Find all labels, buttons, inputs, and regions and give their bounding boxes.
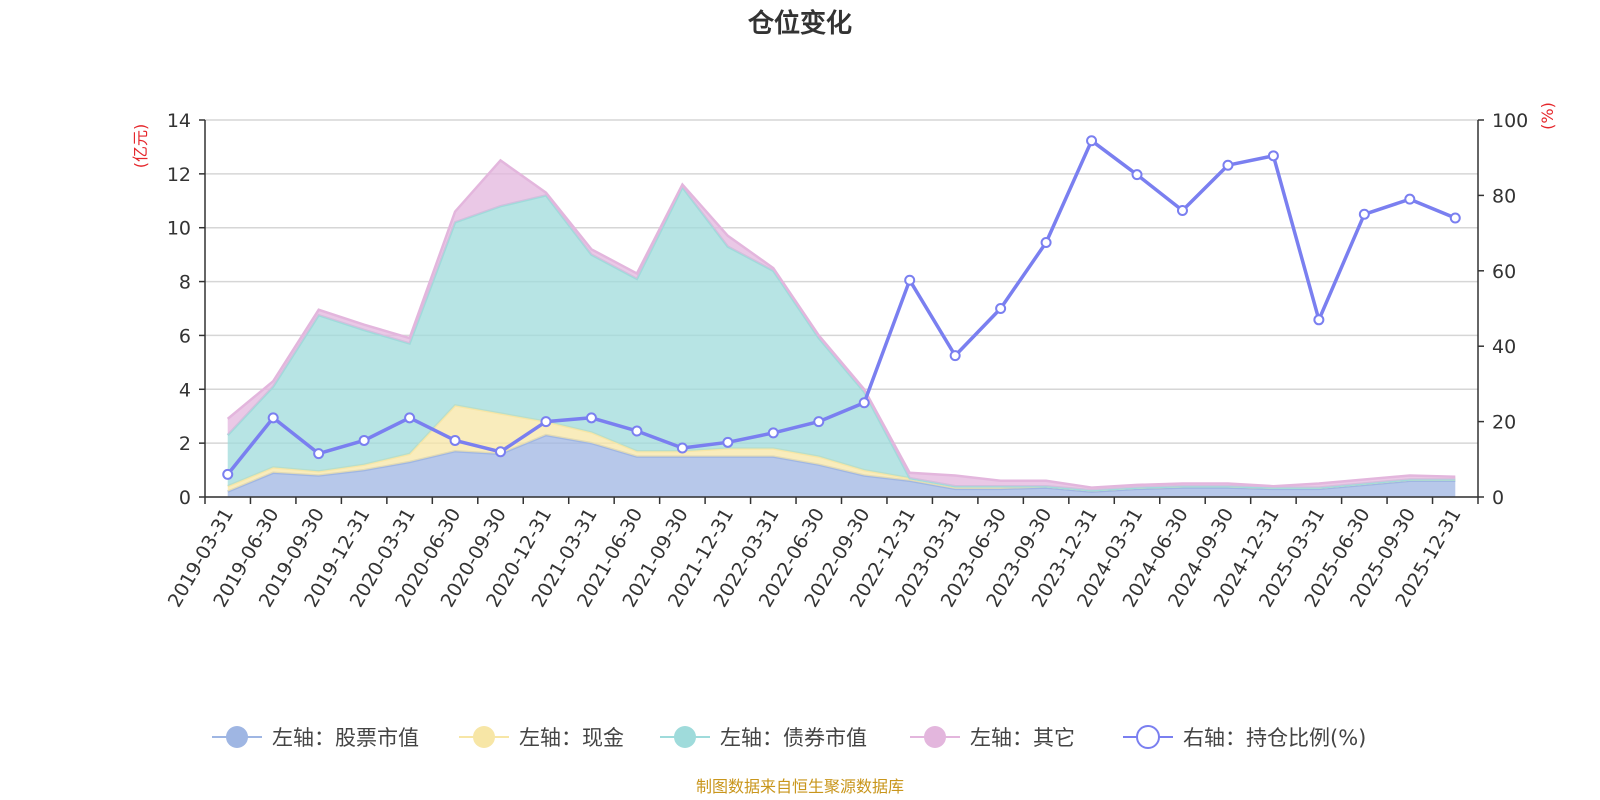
- left-tick-label: 4: [179, 379, 191, 401]
- legend-swatch-marker: [473, 726, 495, 748]
- right-tick-label: 40: [1492, 336, 1516, 358]
- area-左轴：债券市值: [227, 187, 1456, 491]
- ratio-point: [995, 303, 1007, 314]
- ratio-point: [813, 416, 825, 428]
- legend-label: 左轴：债券市值: [720, 726, 867, 750]
- ratio-point: [1222, 159, 1234, 171]
- right-tick-label: 0: [1492, 487, 1504, 509]
- left-tick-label: 2: [179, 433, 191, 455]
- right-tick-label: 20: [1492, 412, 1516, 434]
- ratio-point: [904, 274, 916, 286]
- legend-item: 左轴：债券市值: [660, 726, 867, 750]
- chart-title: 仓位变化: [747, 8, 852, 39]
- area-edge-左轴：其它: [226, 158, 1456, 489]
- ratio-point: [1131, 169, 1143, 181]
- ratio-line: [222, 135, 1461, 480]
- ratio-point: [767, 427, 779, 439]
- ratio-point: [495, 446, 507, 458]
- ratio-point: [1176, 204, 1188, 216]
- ratio-point: [1267, 150, 1279, 162]
- ratio-point: [540, 416, 552, 428]
- ratio-point: [949, 350, 961, 362]
- left-tick-label: 8: [179, 272, 191, 294]
- right-axis-unit: (%): [1538, 102, 1557, 130]
- ratio-point: [1086, 135, 1098, 147]
- ratio-point: [631, 425, 643, 437]
- ratio-point: [1404, 193, 1416, 205]
- area-左轴：股票市值: [227, 435, 1456, 497]
- legend-swatch-marker: [226, 726, 248, 748]
- ratio-point: [449, 434, 461, 446]
- legend-label: 右轴：持仓比例(%): [1183, 726, 1366, 750]
- right-tick-label: 100: [1492, 110, 1528, 132]
- ratio-point: [676, 442, 688, 454]
- ratio-point: [1040, 237, 1052, 249]
- data-source-note: 制图数据来自恒生聚源数据库: [696, 777, 904, 796]
- ratio-point: [358, 434, 370, 446]
- legend-swatch-marker: [674, 726, 696, 748]
- stacked-areas: [226, 158, 1456, 497]
- legend-label: 左轴：股票市值: [272, 726, 419, 750]
- left-tick-label: 0: [179, 487, 191, 509]
- legend-label: 左轴：其它: [970, 726, 1075, 750]
- left-tick-label: 14: [167, 110, 191, 132]
- ratio-point: [722, 436, 734, 448]
- left-tick-label: 6: [179, 325, 191, 347]
- ratio-point: [1358, 208, 1370, 220]
- legend-item: 左轴：股票市值: [212, 726, 419, 750]
- ratio-point: [1313, 314, 1325, 326]
- ratio-point: [1449, 212, 1461, 224]
- legend-item: 左轴：其它: [910, 726, 1075, 750]
- left-axis-unit: (亿元): [131, 124, 150, 169]
- legend-label: 左轴：现金: [519, 726, 624, 750]
- ratio-point: [313, 448, 325, 460]
- area-左轴：现金: [227, 405, 1456, 492]
- right-tick-label: 80: [1492, 185, 1516, 207]
- ratio-point: [858, 397, 870, 409]
- ratio-point: [585, 412, 597, 424]
- right-tick-label: 60: [1492, 261, 1516, 283]
- ratio-point: [222, 468, 234, 480]
- legend-item: 右轴：持仓比例(%): [1123, 725, 1366, 750]
- ratio-point: [404, 412, 416, 424]
- left-tick-label: 12: [167, 164, 191, 186]
- legend-item: 左轴：现金: [459, 726, 624, 750]
- legend-swatch-marker: [1136, 725, 1160, 749]
- ratio-point: [267, 412, 279, 424]
- ratio-line-path: [226, 138, 1456, 476]
- legend: 左轴：股票市值 左轴：现金 左轴：债券市值 左轴：其它 右轴：持仓比例(%): [212, 725, 1366, 750]
- left-tick-label: 10: [167, 218, 191, 240]
- legend-swatch-marker: [924, 726, 946, 748]
